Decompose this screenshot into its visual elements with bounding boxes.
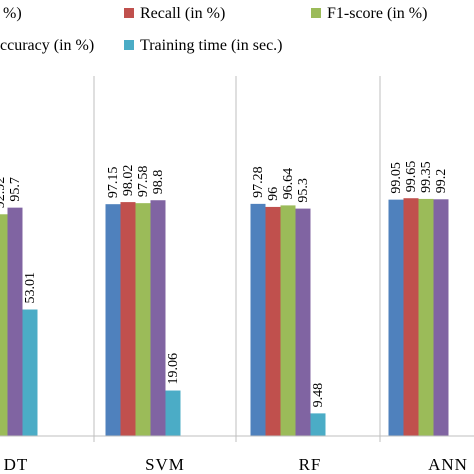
legend-item-1: %) — [3, 5, 22, 22]
bar-rf-2 — [265, 206, 281, 436]
x-tick-label: ANN — [428, 455, 468, 474]
bar-svm-4 — [150, 200, 166, 436]
bar-rf-1 — [250, 203, 266, 436]
bar-dt-5 — [22, 309, 38, 436]
data-label: 98.8 — [151, 170, 166, 195]
bar-svm-5 — [165, 390, 181, 436]
data-label: 92.92 — [0, 177, 8, 209]
legend-item-3: F1-score (in %) — [311, 5, 427, 22]
x-tick-label: DT — [4, 455, 29, 474]
legend-label: %) — [3, 5, 22, 22]
data-label: 97.15 — [106, 167, 121, 199]
bar-ann-2 — [403, 198, 419, 436]
bar-rf-4 — [295, 208, 311, 436]
data-label: 96.64 — [281, 168, 296, 200]
bar-svm-2 — [120, 202, 136, 436]
legend-label: ccuracy (in %) — [0, 37, 94, 54]
data-label: 95.7 — [8, 177, 23, 202]
data-label: 19.06 — [166, 353, 181, 385]
bar-svm-1 — [105, 204, 121, 436]
legend: %) Recall (in %) F1-score (in %) ccuracy (i… — [0, 5, 427, 54]
data-label: 97.58 — [136, 166, 151, 198]
x-axis: DT SVM RF ANN — [0, 76, 474, 474]
data-label: 95.3 — [296, 178, 311, 203]
legend-swatch — [311, 8, 321, 18]
legend-swatch — [124, 8, 134, 18]
data-label: 99.05 — [389, 162, 404, 194]
bar-ann-4 — [433, 199, 449, 436]
data-label: 99.65 — [404, 161, 419, 193]
data-label: 99.2 — [434, 169, 449, 194]
x-tick-label: SVM — [145, 455, 185, 474]
bar-ann-1 — [388, 199, 404, 436]
legend-label: Recall (in %) — [140, 5, 225, 22]
data-label: 98.02 — [121, 165, 136, 197]
plot-area: 92.7592.9295.753.0197.1598.0297.5898.819… — [0, 161, 449, 436]
data-label: 97.28 — [251, 166, 266, 198]
legend-label: F1-score (in %) — [327, 5, 427, 22]
bar-dt-3 — [0, 214, 8, 436]
data-label: 9.48 — [311, 383, 326, 408]
bar-dt-4 — [7, 207, 23, 436]
legend-swatch — [124, 40, 134, 50]
data-label: 99.35 — [419, 161, 434, 193]
bar-rf-5 — [310, 413, 326, 436]
bar-ann-3 — [418, 198, 434, 436]
bar-rf-3 — [280, 205, 296, 436]
x-tick-label: RF — [299, 455, 322, 474]
legend-item-4: ccuracy (in %) — [0, 37, 94, 54]
legend-item-5: Training time (in sec.) — [124, 37, 283, 54]
bar-svm-3 — [135, 203, 151, 436]
legend-label: Training time (in sec.) — [140, 37, 283, 54]
legend-item-2: Recall (in %) — [124, 5, 225, 22]
data-label: 96 — [266, 187, 281, 201]
data-label: 53.01 — [23, 272, 38, 304]
